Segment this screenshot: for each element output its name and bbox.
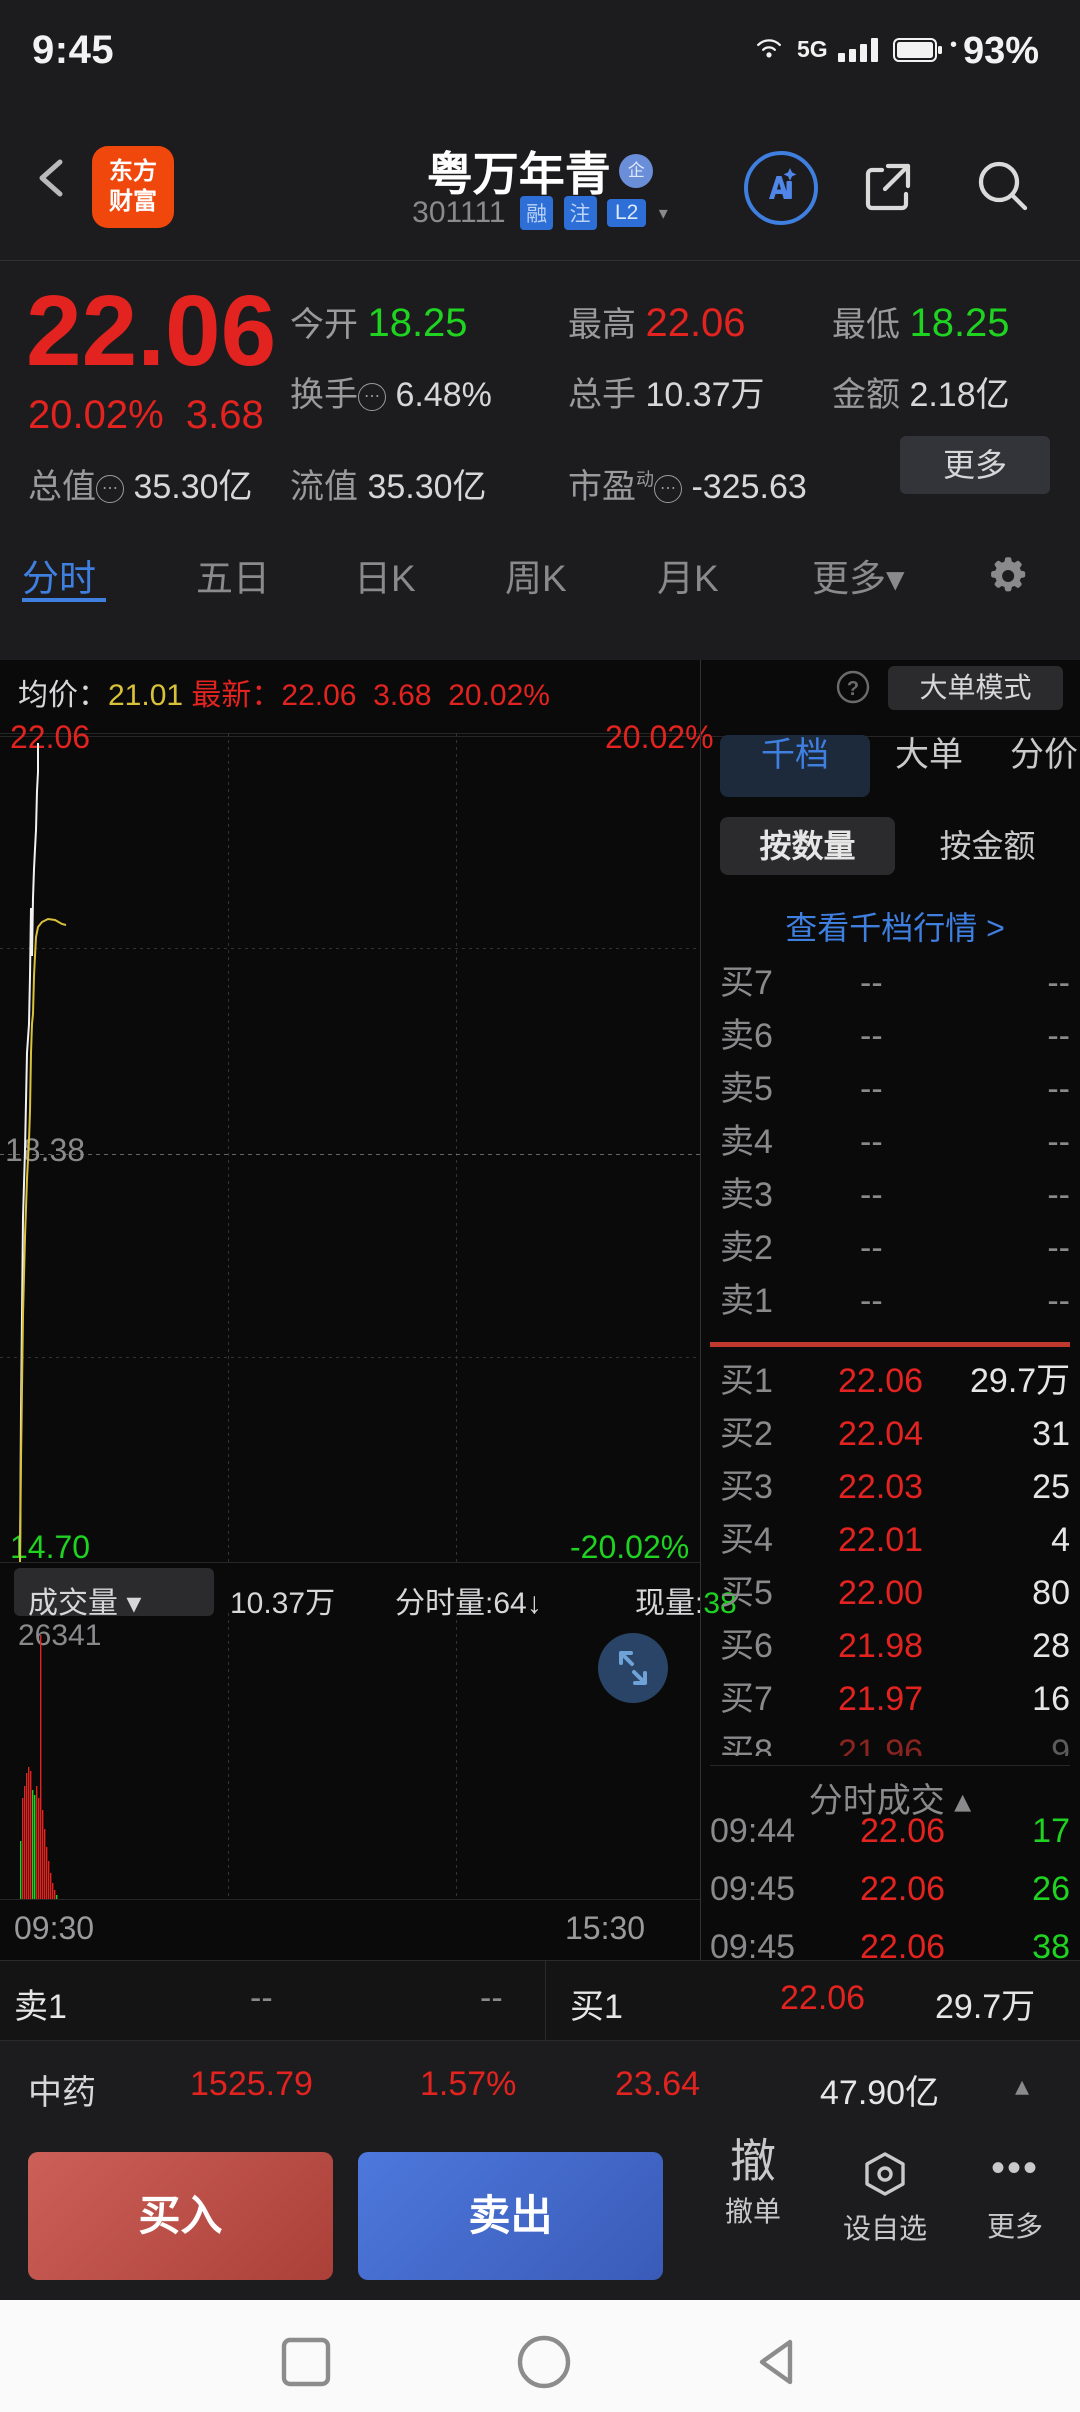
svg-text:?: ? (847, 678, 859, 700)
